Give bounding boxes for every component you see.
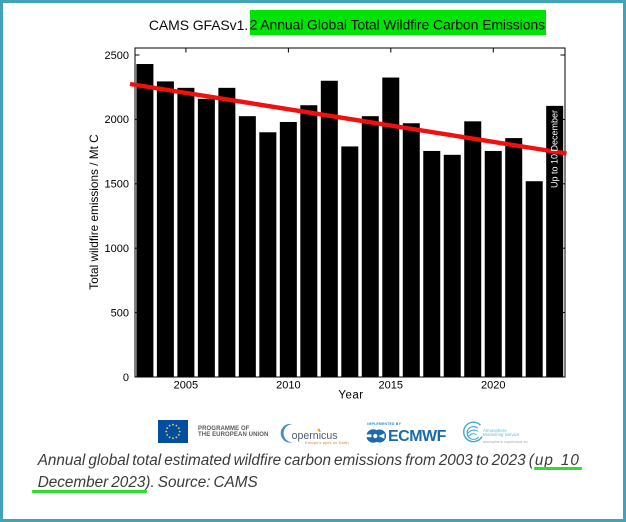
svg-text:Total wildfire emissions / Mt: Total wildfire emissions / Mt C bbox=[87, 134, 101, 290]
svg-text:1500: 1500 bbox=[105, 179, 129, 191]
svg-text:1000: 1000 bbox=[105, 243, 129, 255]
svg-text:Up to 10 December: Up to 10 December bbox=[549, 110, 559, 188]
svg-text:2015: 2015 bbox=[379, 380, 403, 392]
svg-text:2000: 2000 bbox=[105, 114, 129, 126]
svg-text:Year: Year bbox=[338, 390, 363, 402]
svg-text:0: 0 bbox=[123, 372, 129, 384]
svg-text:2500: 2500 bbox=[105, 50, 129, 62]
svg-text:2010: 2010 bbox=[276, 380, 300, 392]
svg-text:opernicus: opernicus bbox=[292, 430, 338, 442]
svg-text:2005: 2005 bbox=[174, 380, 198, 392]
svg-text:2020: 2020 bbox=[481, 380, 505, 392]
svg-text:500: 500 bbox=[111, 307, 129, 319]
